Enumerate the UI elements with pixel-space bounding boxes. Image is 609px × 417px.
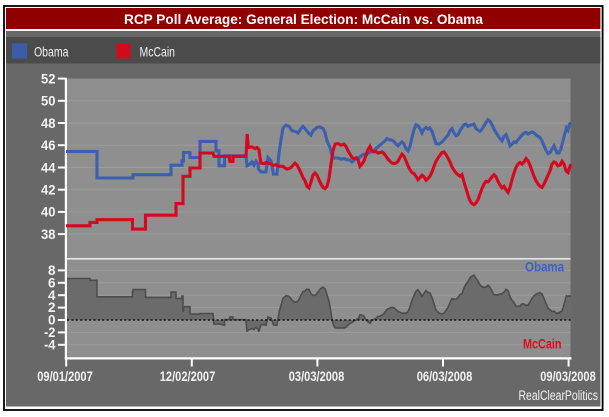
svg-text:McCain: McCain bbox=[140, 44, 176, 60]
svg-text:6: 6 bbox=[48, 275, 56, 290]
svg-text:Obama: Obama bbox=[525, 260, 564, 275]
svg-text:42: 42 bbox=[41, 183, 56, 198]
svg-text:RCP Poll Average: General Elec: RCP Poll Average: General Election: McCa… bbox=[124, 12, 483, 27]
svg-text:52: 52 bbox=[41, 71, 56, 86]
svg-text:McCain: McCain bbox=[523, 337, 562, 352]
svg-text:09/01/2007: 09/01/2007 bbox=[37, 369, 93, 384]
svg-text:8: 8 bbox=[48, 263, 56, 278]
svg-text:09/03/2008: 09/03/2008 bbox=[540, 369, 596, 384]
svg-text:38: 38 bbox=[41, 227, 56, 242]
svg-text:-4: -4 bbox=[44, 337, 56, 352]
svg-text:46: 46 bbox=[41, 138, 56, 153]
svg-text:2: 2 bbox=[48, 300, 56, 315]
svg-text:44: 44 bbox=[41, 160, 56, 175]
svg-text:03/03/2008: 03/03/2008 bbox=[289, 369, 345, 384]
svg-text:50: 50 bbox=[41, 94, 56, 109]
svg-text:12/02/2007: 12/02/2007 bbox=[160, 369, 216, 384]
svg-text:0: 0 bbox=[48, 313, 56, 328]
svg-text:48: 48 bbox=[41, 116, 56, 131]
svg-text:-2: -2 bbox=[44, 325, 56, 340]
svg-text:RealClearPolitics: RealClearPolitics bbox=[519, 388, 599, 403]
svg-text:Obama: Obama bbox=[34, 44, 69, 60]
svg-text:06/03/2008: 06/03/2008 bbox=[417, 369, 473, 384]
svg-text:40: 40 bbox=[41, 205, 56, 220]
svg-text:4: 4 bbox=[48, 288, 56, 303]
